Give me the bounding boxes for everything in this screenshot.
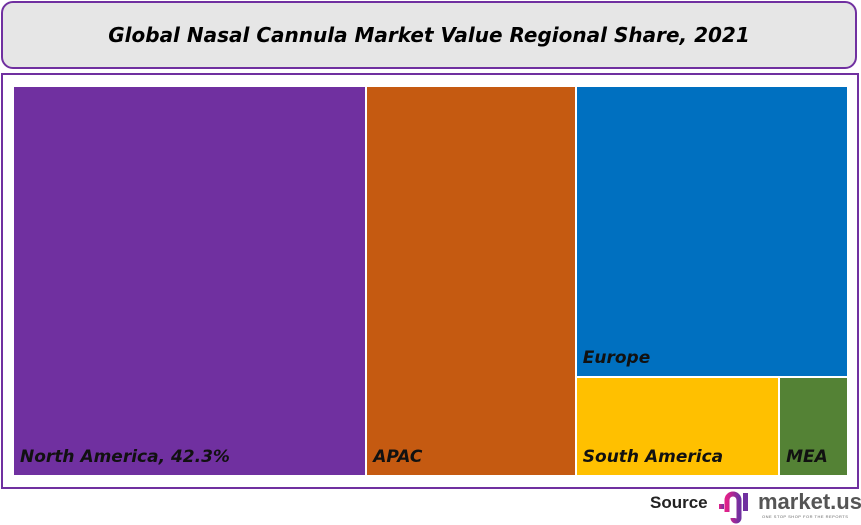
treemap-label-mea: MEA [786, 446, 828, 467]
treemap-cell-mea: MEA [779, 376, 848, 476]
brand-tagline: ONE STOP SHOP FOR THE REPORTS [762, 514, 849, 519]
chart-title: Global Nasal Cannula Market Value Region… [108, 23, 750, 47]
treemap-cell-europe: Europe [575, 86, 848, 377]
treemap-label-apac: APAC [373, 447, 423, 467]
chart-frame [1, 73, 859, 489]
treemap-cell-apac: APAC [366, 86, 576, 476]
treemap-label-europe: Europe [582, 347, 651, 368]
title-box: Global Nasal Cannula Market Value Region… [1, 1, 857, 69]
treemap-label-north-america: North America, 42.3% [20, 447, 230, 467]
market-us-logo: market.us ONE STOP SHOP FOR THE REPORTS [718, 490, 861, 524]
market-us-logo-icon [719, 491, 748, 524]
treemap-cell-south-america: South America [575, 376, 780, 476]
treemap-plot: North America, 42.3% APAC Europe South Amer… [13, 86, 848, 476]
brand-name: market.us [758, 489, 861, 514]
treemap-cell-north-america: North America, 42.3% [13, 86, 367, 476]
source-label: Source [650, 493, 708, 512]
treemap-label-south-america: South America [582, 446, 724, 467]
